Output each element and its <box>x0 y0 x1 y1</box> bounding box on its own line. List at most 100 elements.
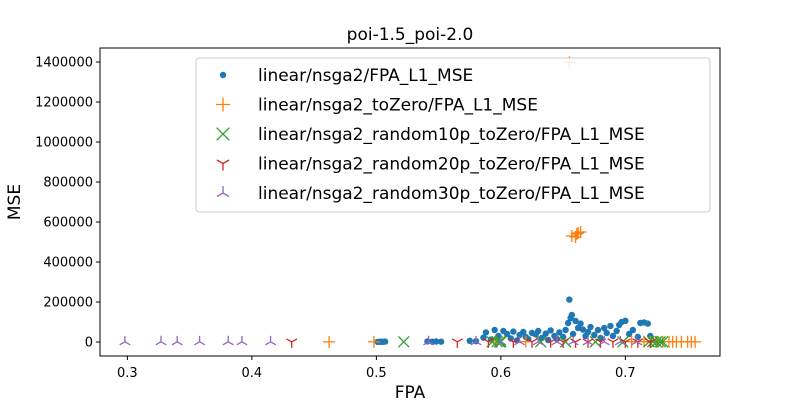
legend-label: linear/nsga2/FPA_L1_MSE <box>258 66 473 86</box>
legend: linear/nsga2/FPA_L1_MSE linear/nsga2_toZe… <box>195 57 711 213</box>
data-point <box>566 296 573 303</box>
data-point <box>510 328 517 335</box>
data-point <box>503 330 511 338</box>
data-point <box>495 335 507 346</box>
data-point <box>397 335 410 348</box>
legend-marker <box>216 97 230 112</box>
data-point <box>194 335 206 346</box>
data-point <box>532 335 544 346</box>
data-point <box>451 338 463 348</box>
x-tick-label: 0.5 <box>366 366 387 381</box>
data-point <box>534 335 547 348</box>
x-axis: 0.3 0.4 0.5 0.6 0.7 <box>117 356 636 381</box>
y-axis-title: MSE <box>5 184 25 220</box>
y-tick-label: 600000 <box>43 216 93 231</box>
y-tick-label: 0 <box>85 336 93 351</box>
data-point <box>622 317 629 324</box>
y-tick-label: 1200000 <box>35 96 93 111</box>
data-point <box>597 334 604 342</box>
data-point <box>631 335 643 346</box>
data-point <box>482 329 490 336</box>
y-tick-label: 400000 <box>43 256 93 271</box>
data-point <box>689 335 702 348</box>
data-point <box>514 335 526 346</box>
series-5 <box>119 335 643 346</box>
data-point <box>562 326 569 334</box>
data-point <box>564 319 572 327</box>
data-point <box>567 335 579 346</box>
data-point <box>614 335 626 346</box>
legend-box <box>195 57 711 213</box>
data-point <box>644 338 656 348</box>
chart-title: poi-1.5_poi-2.0 <box>347 25 474 45</box>
data-point <box>286 338 298 348</box>
data-point <box>265 335 277 346</box>
data-point <box>155 335 167 346</box>
data-point <box>466 337 473 344</box>
data-point <box>437 338 445 345</box>
data-point <box>551 335 563 346</box>
data-point <box>572 227 585 239</box>
x-tick-label: 0.4 <box>242 366 263 381</box>
data-point <box>482 338 494 348</box>
data-layer <box>119 56 702 348</box>
data-point <box>594 326 602 334</box>
data-point <box>589 335 602 348</box>
y-tick-label: 200000 <box>43 296 93 311</box>
legend-label: linear/nsga2_random30p_toZero/FPA_L1_MSE <box>258 184 645 204</box>
data-point <box>367 335 380 348</box>
data-point <box>609 332 617 340</box>
data-point <box>470 335 482 346</box>
data-point <box>654 335 667 348</box>
data-point <box>542 330 549 337</box>
x-tick-label: 0.3 <box>117 366 138 381</box>
y-tick-label: 800000 <box>43 176 93 191</box>
y-tick-label: 1000000 <box>35 136 93 151</box>
data-point <box>520 328 527 336</box>
data-point <box>582 338 594 348</box>
data-point <box>582 335 594 346</box>
legend-label: linear/nsga2_random20p_toZero/FPA_L1_MSE <box>258 155 645 175</box>
data-point <box>519 335 532 348</box>
data-point <box>570 228 583 240</box>
data-point <box>547 327 554 334</box>
data-point <box>526 338 538 348</box>
data-point <box>625 330 633 338</box>
data-point <box>507 338 519 348</box>
data-point <box>607 322 614 330</box>
data-point <box>545 338 557 348</box>
y-tick-label: 1400000 <box>35 56 93 71</box>
data-point <box>423 335 435 346</box>
data-point <box>432 338 440 345</box>
data-point <box>119 335 131 346</box>
y-axis: 0 200000 400000 600000 800000 1000000 1200000 1… <box>35 56 100 351</box>
data-point <box>556 329 563 336</box>
x-tick-label: 0.6 <box>491 366 512 381</box>
data-point <box>634 333 642 341</box>
data-point <box>171 335 183 346</box>
data-point <box>491 326 498 334</box>
data-point <box>579 326 587 333</box>
data-point <box>644 320 651 327</box>
legend-label: linear/nsga2_random10p_toZero/FPA_L1_MSE <box>258 125 645 145</box>
data-point <box>617 336 629 348</box>
data-point <box>381 338 389 345</box>
legend-marker <box>219 71 227 79</box>
x-axis-title: FPA <box>395 383 426 400</box>
data-point <box>236 335 248 346</box>
data-point <box>584 328 592 336</box>
data-point <box>577 320 584 327</box>
data-point <box>557 338 569 348</box>
data-point <box>568 311 576 319</box>
data-point <box>613 327 620 335</box>
data-point <box>323 335 336 348</box>
legend-marker <box>216 127 230 141</box>
data-point <box>587 323 594 331</box>
data-point <box>535 327 542 335</box>
legend-marker <box>216 186 230 198</box>
data-point <box>650 336 663 348</box>
data-point <box>222 335 234 346</box>
data-point <box>598 335 610 346</box>
data-point <box>607 338 619 348</box>
data-point <box>572 317 579 325</box>
